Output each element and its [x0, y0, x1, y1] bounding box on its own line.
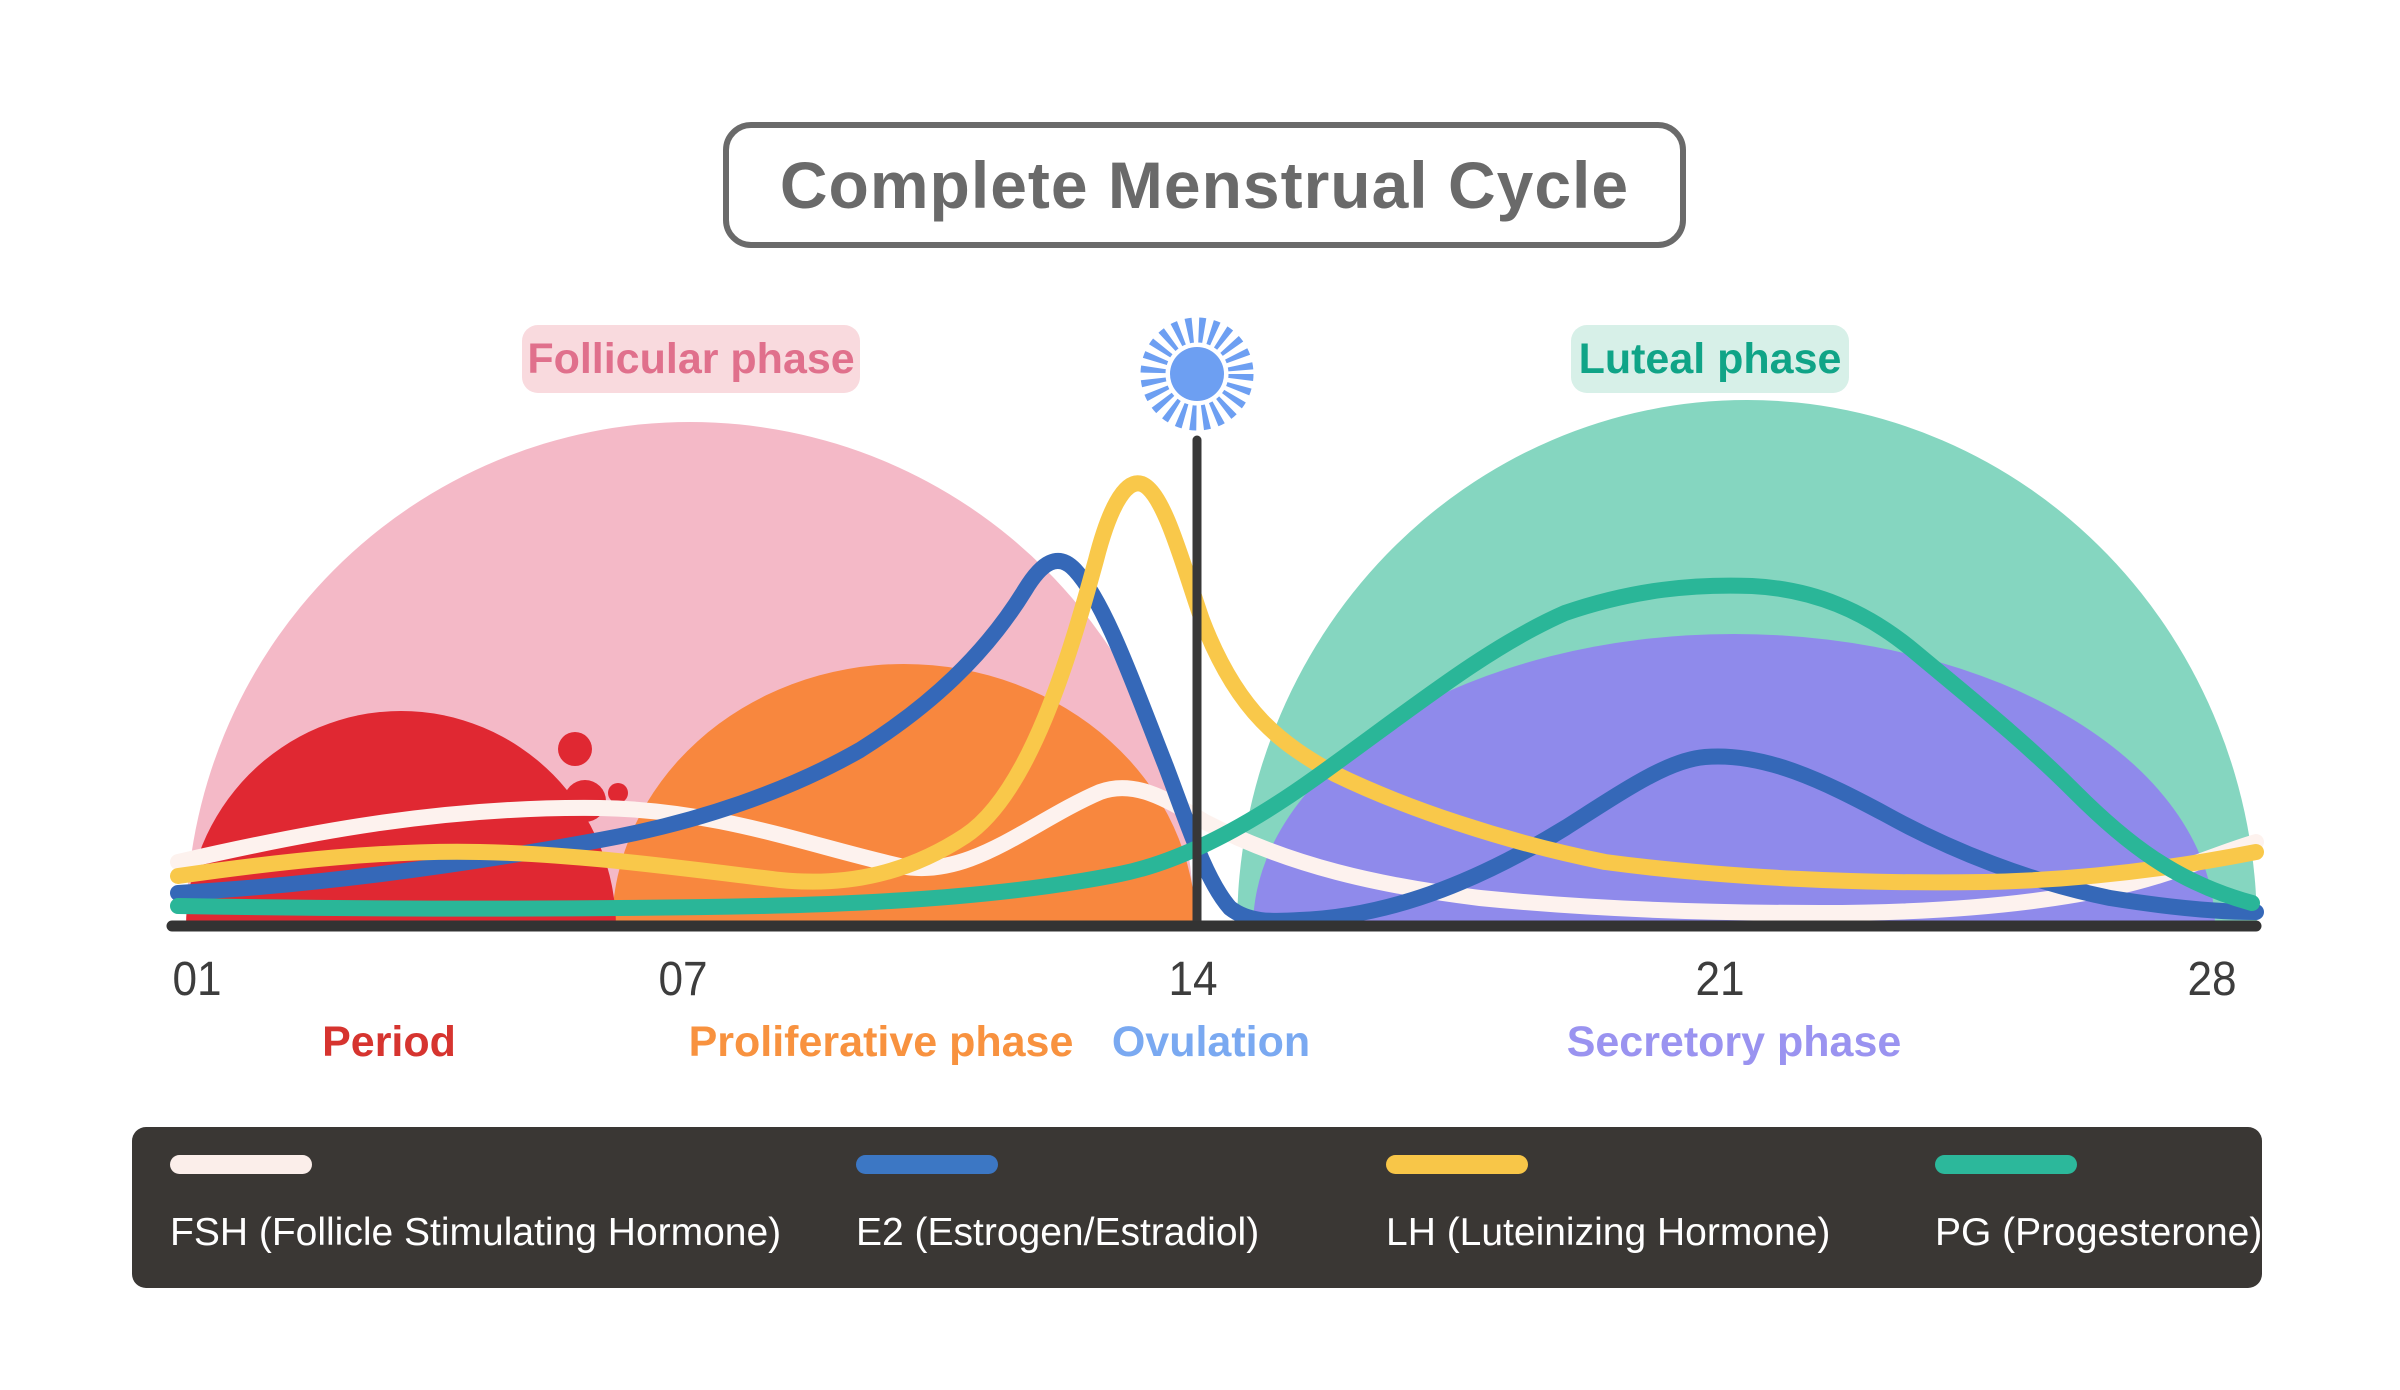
pg-swatch — [1935, 1155, 2077, 1174]
ovulation-label: Ovulation — [1111, 1018, 1311, 1066]
proliferative-dome — [612, 664, 1196, 928]
luteal-phase-banner: Luteal phase — [1571, 325, 1849, 393]
e2-curve — [170, 553, 2264, 929]
lh-curve — [170, 475, 2264, 891]
sun-icon-core — [1170, 347, 1224, 401]
follicular-phase-banner: Follicular phase — [522, 325, 860, 393]
legend: FSH (Follicle Stimulating Hormone) E2 (E… — [132, 1127, 2262, 1288]
pg-legend-label: PG (Progesterone) — [1935, 1211, 2263, 1254]
fsh-swatch — [170, 1155, 312, 1174]
period-splatter-dot-large — [558, 732, 592, 766]
axis-tick-day-28: 28 — [2187, 953, 2237, 1006]
axis-tick-day-14: 14 — [1168, 953, 1218, 1006]
secretory-phase-label: Secretory phase — [1566, 1018, 1902, 1066]
axis-tick-day-01: 01 — [172, 953, 222, 1006]
sun-icon — [1140, 317, 1254, 431]
fsh-legend-label: FSH (Follicle Stimulating Hormone) — [170, 1211, 782, 1254]
e2-legend-label: E2 (Estrogen/Estradiol) — [856, 1211, 1260, 1254]
lh-swatch — [1386, 1155, 1528, 1174]
fsh-curve — [170, 780, 2264, 922]
axis-tick-day-21: 21 — [1695, 953, 1745, 1006]
period-label: Period — [322, 1018, 456, 1066]
e2-swatch — [856, 1155, 998, 1174]
page-title: Complete Menstrual Cycle — [723, 122, 1686, 248]
period-splatter-dot-small — [608, 783, 628, 803]
sun-icon-rays — [1140, 317, 1254, 431]
pg-curve — [170, 577, 2260, 917]
lh-legend-label: LH (Luteinizing Hormone) — [1386, 1211, 1831, 1254]
proliferative-phase-label: Proliferative phase — [688, 1018, 1074, 1066]
axis-tick-day-07: 07 — [658, 953, 708, 1006]
